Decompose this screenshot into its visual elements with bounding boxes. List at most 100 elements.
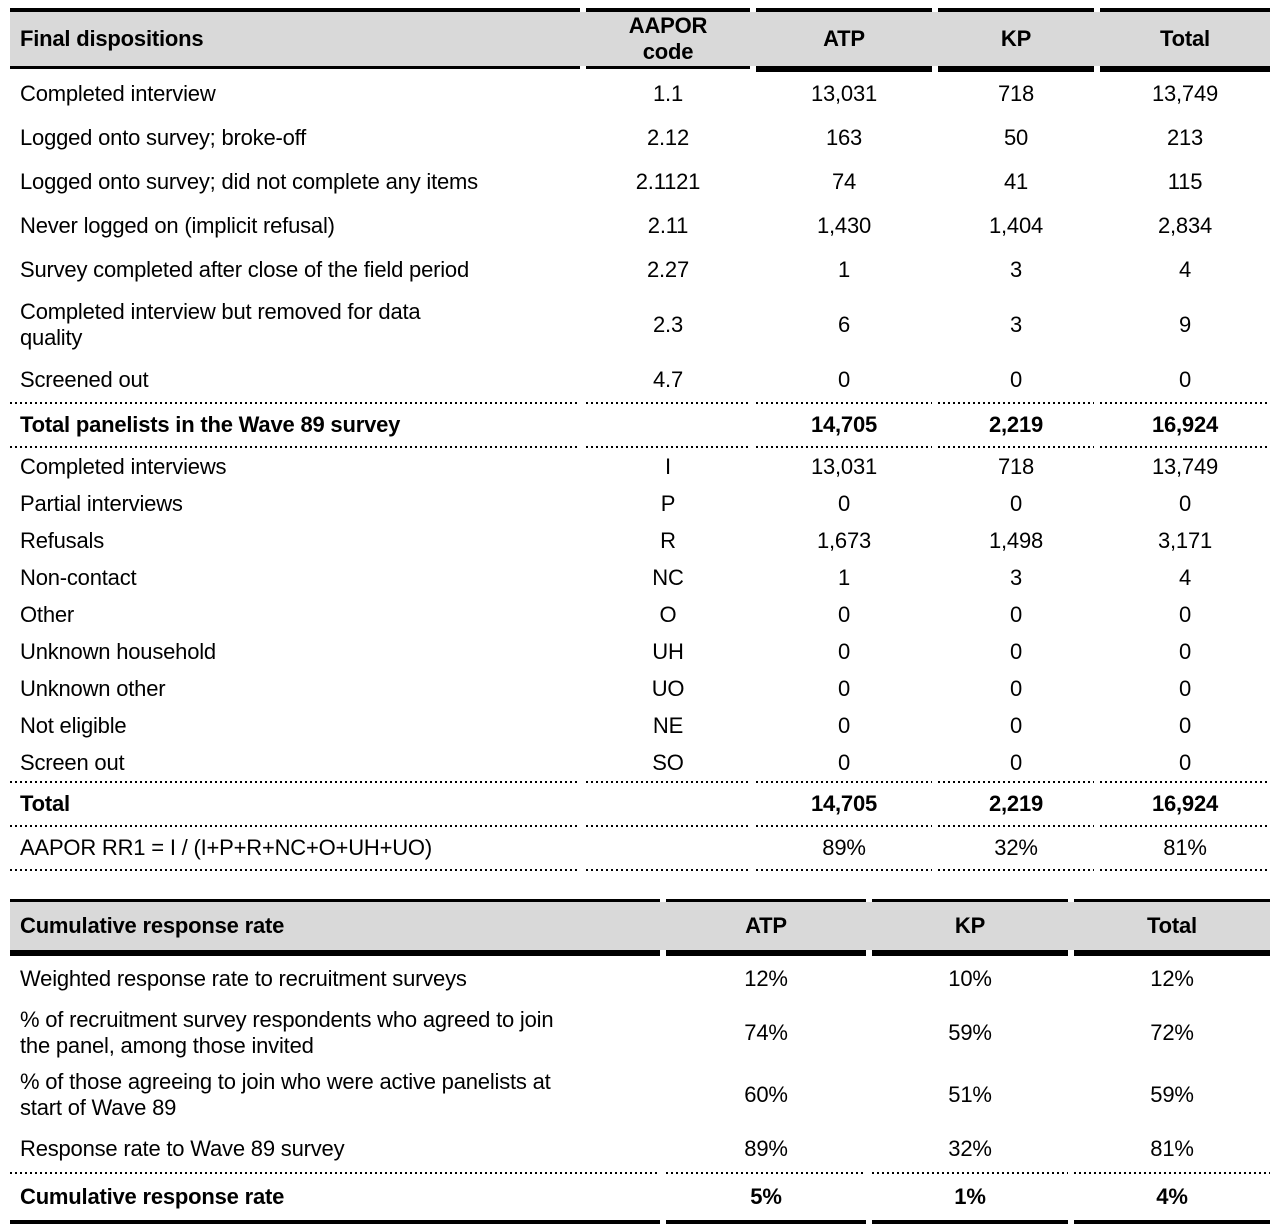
column-header-total: Total	[1147, 913, 1197, 938]
rule-segment	[938, 402, 1094, 404]
total-cell: 59%	[1150, 1082, 1194, 1107]
header-row: Cumulative response rate ATP KP Total	[10, 902, 1270, 950]
rule-segment	[1100, 869, 1270, 871]
atp-cell: 0	[837, 749, 851, 775]
atp-cell: 5%	[750, 1184, 782, 1209]
table-row: Logged onto survey; broke-off 2.12 163 5…	[10, 116, 1270, 160]
table-row: Logged onto survey; did not complete any…	[10, 160, 1270, 204]
kp-cell: 1%	[954, 1184, 986, 1209]
kp-cell: 10%	[948, 966, 992, 991]
rule-segment	[10, 446, 580, 448]
rule-segment	[666, 1172, 866, 1174]
total-cell: 0	[1178, 490, 1192, 516]
atp-cell: 14,705	[810, 791, 878, 816]
aapor-code-cell: UH	[652, 638, 684, 664]
atp-cell: 0	[837, 638, 851, 664]
rule-segment	[586, 825, 750, 827]
row-label: Partial interviews	[20, 490, 183, 516]
table-row: Partial interviews P 0 0 0	[10, 485, 1270, 522]
row-label: % of recruitment survey respondents who …	[20, 1007, 554, 1058]
kp-cell: 0	[1009, 638, 1023, 664]
aapor-code-cell: I	[665, 453, 671, 479]
rule-segment	[1100, 446, 1270, 448]
rule-segment	[1074, 899, 1270, 902]
row-label: Unknown household	[20, 638, 216, 664]
atp-cell: 89%	[744, 1136, 788, 1161]
total-cell: 13,749	[1151, 453, 1219, 479]
rule-segment	[10, 950, 660, 956]
kp-cell: 59%	[948, 1020, 992, 1045]
section-divider-dotted	[10, 402, 1270, 404]
aapor-rr1-row: AAPOR RR1 = I / (I+P+R+NC+O+UH+UO) 89% 3…	[10, 827, 1270, 869]
column-header-aapor-code: AAPOR code	[628, 13, 708, 64]
table-row: Completed interview but removed for data…	[10, 292, 1270, 358]
row-label: Other	[20, 601, 75, 627]
rule-segment	[1100, 825, 1270, 827]
total-cell: 115	[1167, 169, 1203, 194]
aapor-code-cell: 2.1121	[635, 169, 701, 194]
rule-segment	[586, 869, 750, 871]
total-cell: 0	[1178, 712, 1192, 738]
row-label: Weighted response rate to recruitment su…	[20, 966, 467, 991]
header-divider	[10, 66, 1270, 72]
table-bottom-border	[10, 1220, 1270, 1224]
kp-cell: 41	[1003, 169, 1029, 194]
final-dispositions-table: Final dispositions AAPOR code ATP KP Tot…	[10, 8, 1270, 871]
rule-segment	[586, 781, 750, 783]
atp-cell: 74	[831, 169, 857, 194]
table-row: Never logged on (implicit refusal) 2.11 …	[10, 204, 1270, 248]
atp-cell: 13,031	[810, 453, 878, 479]
rule-segment	[666, 899, 866, 902]
row-label: Never logged on (implicit refusal)	[20, 213, 335, 238]
rule-segment	[10, 1172, 660, 1174]
atp-cell: 0	[837, 601, 851, 627]
aapor-code-cell: 2.11	[647, 213, 689, 238]
table-row: % of recruitment survey respondents who …	[10, 1002, 1270, 1064]
kp-cell: 1,404	[988, 213, 1044, 238]
kp-cell: 3	[1009, 312, 1023, 337]
atp-cell: 89%	[822, 835, 866, 860]
rule-segment	[938, 869, 1094, 871]
row-label: Refusals	[20, 527, 104, 553]
row-label: Cumulative response rate	[20, 1184, 285, 1209]
rule-segment	[1074, 950, 1270, 956]
table-row: Non-contact NC 1 3 4	[10, 559, 1270, 596]
total-cell: 13,749	[1151, 81, 1219, 106]
kp-cell: 3	[1009, 564, 1023, 590]
aapor-code-cell: SO	[652, 749, 684, 775]
row-label: Non-contact	[20, 564, 137, 590]
total-cell: 16,924	[1151, 791, 1219, 816]
rule-segment	[938, 446, 1094, 448]
total-cell: 12%	[1150, 966, 1194, 991]
atp-cell: 1,673	[816, 527, 872, 553]
rule-segment	[586, 8, 750, 12]
column-header-cumulative-response-rate: Cumulative response rate	[20, 913, 285, 938]
rule-segment	[1100, 781, 1270, 783]
kp-cell: 0	[1009, 601, 1023, 627]
rule-segment	[756, 781, 932, 783]
row-label: Logged onto survey; did not complete any…	[20, 169, 478, 194]
aapor-code-cell: 2.27	[646, 257, 690, 282]
rule-segment	[10, 781, 580, 783]
kp-cell: 0	[1009, 367, 1023, 392]
cumulative-response-rate-table: Cumulative response rate ATP KP Total We…	[10, 899, 1270, 1224]
rule-segment	[938, 825, 1094, 827]
total-cell: 4%	[1156, 1184, 1188, 1209]
column-header-kp: KP	[1000, 26, 1032, 51]
rule-segment	[10, 1220, 660, 1224]
aapor-code-cell: R	[660, 527, 676, 553]
row-label: Total panelists in the Wave 89 survey	[20, 412, 401, 437]
total-cell: 0	[1178, 638, 1192, 664]
table-row: Screen out SO 0 0 0	[10, 744, 1270, 781]
row-label: Survey completed after close of the fiel…	[20, 257, 469, 282]
kp-cell: 50	[1003, 125, 1029, 150]
rule-segment	[10, 899, 660, 902]
kp-cell: 2,219	[988, 412, 1044, 437]
row-label: % of those agreeing to join who were act…	[20, 1069, 551, 1120]
column-header-final-dispositions: Final dispositions	[20, 26, 204, 51]
header-divider	[10, 950, 1270, 956]
cumulative-response-rate-row: Cumulative response rate 5% 1% 4%	[10, 1174, 1270, 1220]
aapor-code-cell: NC	[652, 564, 684, 590]
section-divider-dotted	[10, 825, 1270, 827]
table-bottom-border-dotted	[10, 869, 1270, 871]
